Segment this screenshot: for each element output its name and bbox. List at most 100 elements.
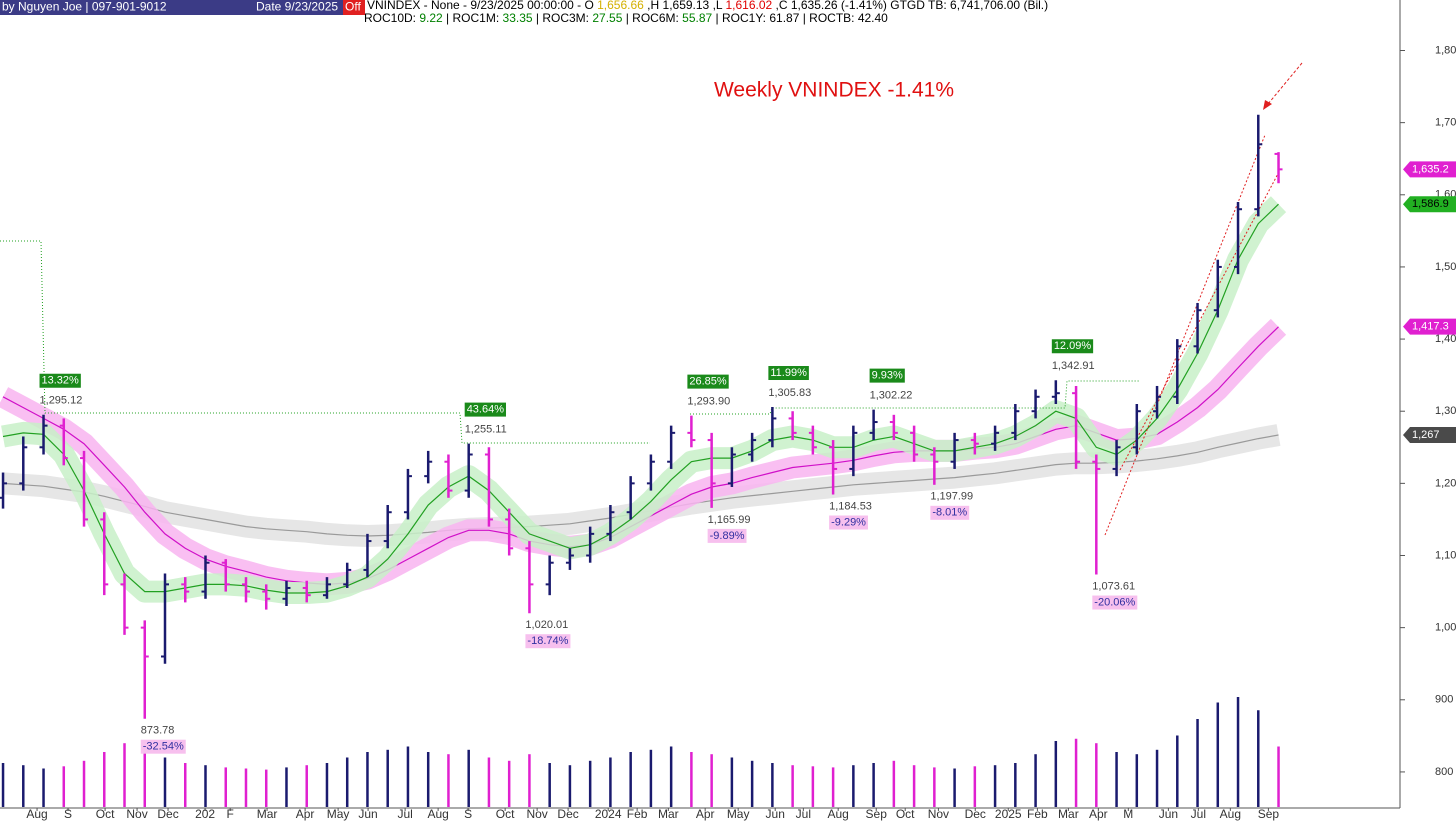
annotation-value: 1,342.91: [1052, 360, 1095, 372]
x-tick-label: Aug: [427, 807, 448, 821]
x-tick-label: Mar: [658, 807, 679, 821]
header-box: [0, 0, 343, 15]
x-tick-label: Oct: [896, 807, 915, 821]
header-segment: 61.87: [769, 11, 799, 25]
header-flag: Off: [345, 0, 361, 14]
header-segment: 27.55: [592, 11, 622, 25]
y-tick-label: 1,000: [1435, 622, 1456, 634]
x-tick-label: Oct: [496, 807, 515, 821]
y-tick-label: 900: [1435, 694, 1453, 706]
annotation-change: 43.64%: [467, 404, 505, 416]
ma-line: [2, 203, 1279, 594]
x-tick-label: Aug: [1220, 807, 1241, 821]
y-tick-label: 1,500: [1435, 261, 1456, 273]
annotation-value: 1,020.01: [525, 619, 568, 631]
step-line: [690, 380, 1140, 415]
annotation-box: [1051, 339, 1094, 354]
y-tick-label: 1,200: [1435, 477, 1456, 489]
annotation-box: [464, 402, 507, 417]
annotation-value: 1,255.11: [465, 424, 507, 436]
arrow-line: [1267, 62, 1303, 105]
header-segment: 1,616.02: [725, 0, 772, 12]
x-tick-label: Nov: [526, 807, 547, 821]
x-tick-label: Nov: [928, 807, 949, 821]
header-roc: ROC10D: 9.22 | ROC1M: 33.35 | ROC3M: 27.…: [364, 11, 888, 25]
annotation-value: 1,295.12: [40, 395, 83, 407]
annotation-change: 26.85%: [689, 376, 727, 388]
x-tick-label: Oct: [96, 807, 115, 821]
annotation-box: [829, 515, 868, 530]
header-segment: | ROCTB:: [799, 11, 857, 25]
annotation-change: -9.29%: [831, 516, 866, 528]
x-tick-label: Dec: [157, 807, 178, 821]
price-tag-label: 1,586.9: [1412, 198, 1449, 210]
price-tag-label: 1,635.2: [1412, 163, 1449, 175]
header-segment: | ROC3M:: [533, 11, 593, 25]
x-tick-label: Sep: [1258, 807, 1280, 821]
x-tick-label: Jul: [397, 807, 412, 821]
x-tick-label: M: [1123, 807, 1133, 821]
x-tick-label: S: [64, 807, 72, 821]
annotation-change: -9.89%: [710, 530, 745, 542]
arrow-head: [1263, 100, 1272, 110]
header-segment: 42.40: [858, 11, 888, 25]
header-flag-box: [343, 0, 365, 15]
y-tick-label: 1,700: [1435, 117, 1456, 129]
volume-layer: [1, 697, 1280, 807]
x-tick-label: Apr: [1089, 807, 1108, 821]
x-tick-label: Jul: [1191, 807, 1206, 821]
header-segment: | ROC1M:: [443, 11, 503, 25]
annotation-change: 13.32%: [42, 375, 80, 387]
x-tick-label: Dec: [965, 807, 986, 821]
x-tick-label: Jun: [358, 807, 377, 821]
chart-title: Weekly VNINDEX -1.41%: [714, 79, 954, 102]
annotation-value: 1,305.83: [768, 387, 811, 399]
annotation-value: 873.78: [141, 725, 175, 737]
annotation-box: [869, 368, 905, 383]
x-tick-label: Jun: [766, 807, 785, 821]
annotation-box: [707, 528, 747, 543]
header-segment: 1,656.66: [597, 0, 644, 12]
annotation-box: [1092, 595, 1138, 610]
annotation-box: [930, 505, 970, 520]
annotation-change: -8.01%: [932, 507, 967, 519]
annotation-value: 1,073.61: [1092, 580, 1135, 592]
bars-layer: [0, 114, 1283, 719]
x-tick-label: 202: [195, 807, 215, 821]
header-segment: (-1.41%) GTGD TB: 6,741,706.00 (Bil.): [838, 0, 1049, 12]
header-segment: | ROC6M:: [622, 11, 682, 25]
x-tick-label: Aug: [827, 807, 848, 821]
header-segment: 55.87: [682, 11, 712, 25]
annotation-change: -32.54%: [143, 741, 184, 753]
annotation-change: 9.93%: [872, 370, 903, 382]
annotations-layer: 1,295.12 13.32% 873.78 -32.54% 1,255.11 43.64…: [39, 339, 1138, 754]
channel-line: [1119, 169, 1281, 471]
annotation-change: -20.06%: [1094, 596, 1135, 608]
header-segment: 1,659.13: [663, 0, 710, 12]
x-tick-label: 2024: [595, 807, 622, 821]
y-tick-label: 1,300: [1435, 405, 1456, 417]
price-tag: [1403, 196, 1456, 213]
price-tag-label: 1,417.3: [1412, 320, 1449, 332]
annotation-change: 11.99%: [770, 367, 807, 379]
annotation-value: 1,293.90: [687, 396, 730, 408]
annotation-value: 1,165.99: [708, 514, 751, 526]
header-segment: VNINDEX - None - 9/23/2025 00:00:00 - O: [367, 0, 597, 12]
header-segment: 33.35: [503, 11, 533, 25]
x-tick-label: S: [464, 807, 472, 821]
y-tick-label: 800: [1435, 766, 1453, 778]
x-tick-label: 2025: [995, 807, 1022, 821]
x-tick-label: Nov: [126, 807, 147, 821]
annotation-change: -18.74%: [527, 635, 568, 647]
annotation-value: 1,197.99: [930, 491, 973, 503]
y-tick-label: 1,400: [1435, 333, 1456, 345]
annotation-box: [39, 373, 81, 388]
annotation-value: 1,302.22: [870, 390, 913, 402]
x-tick-label: F: [227, 807, 234, 821]
header-segment: ,L: [709, 0, 725, 12]
y-tick-label: 1,800: [1435, 44, 1456, 56]
x-tick-label: Aug: [26, 807, 47, 821]
header-segment: 1,635.26: [791, 0, 838, 12]
